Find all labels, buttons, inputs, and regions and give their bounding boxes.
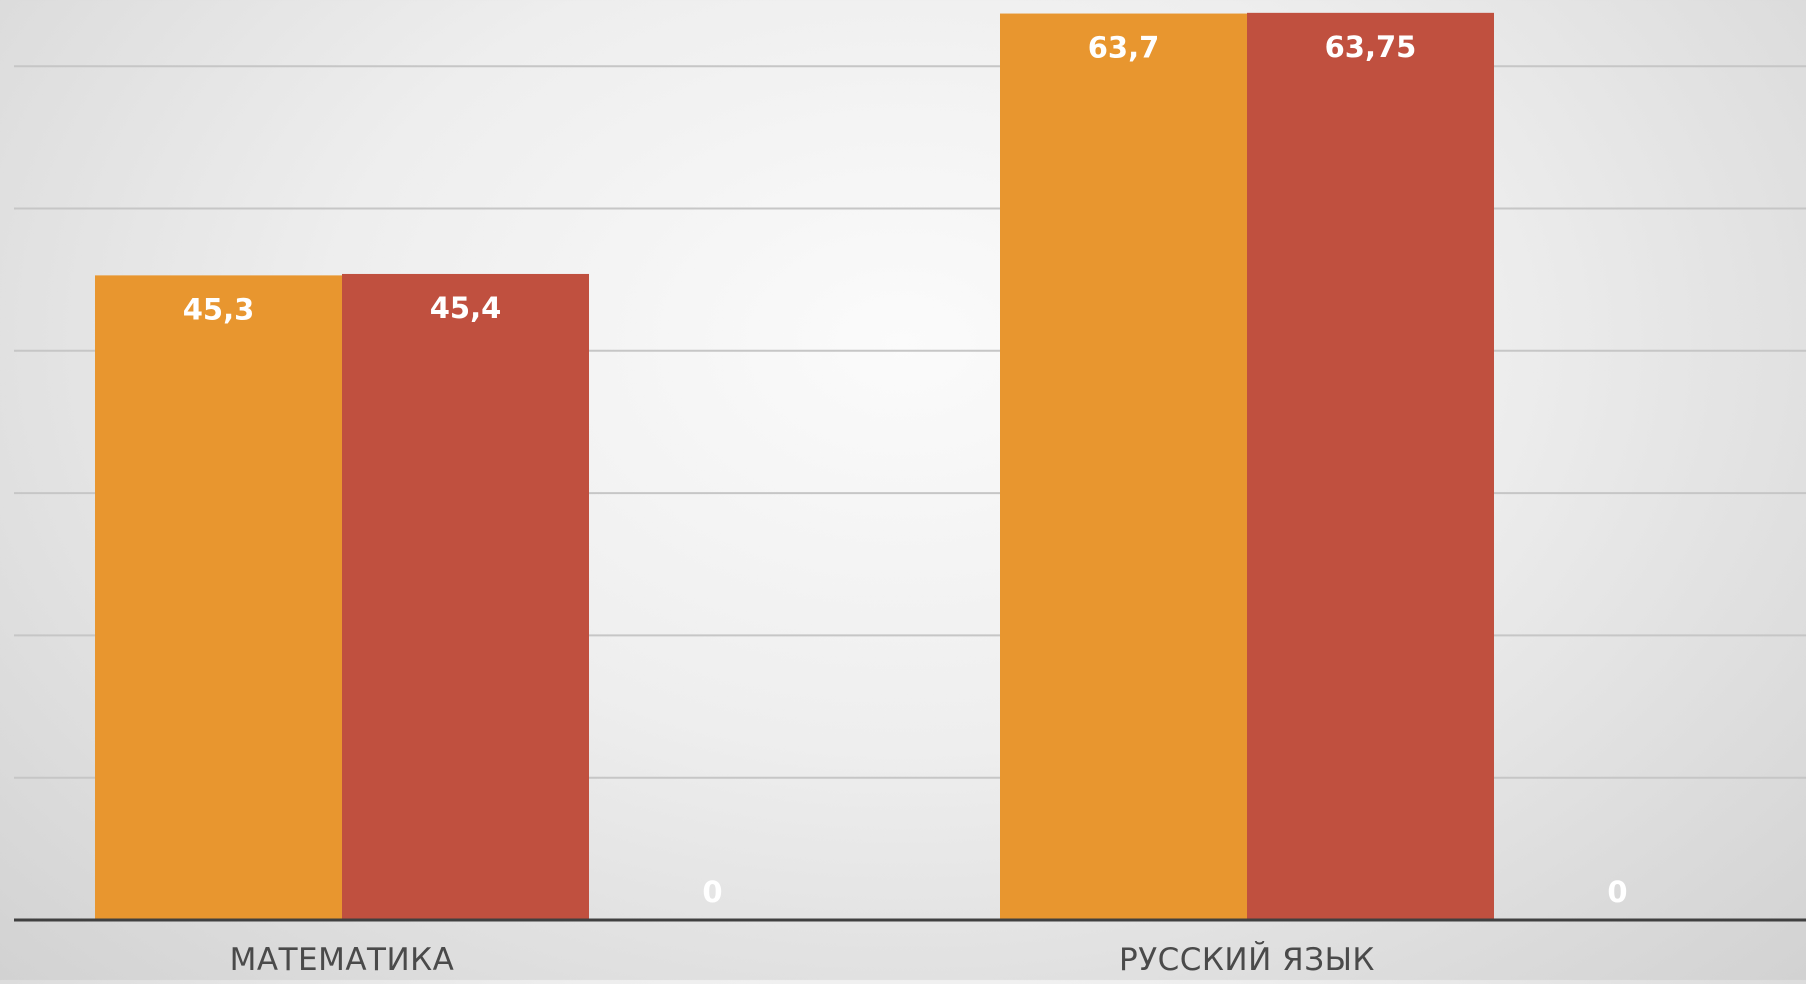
- bar: [1000, 13, 1247, 920]
- data-labels: 45,3 45,4 0 МАТЕМАТИКА 63,7 63,75 0 РУССКИЙ ЯЗЫ…: [183, 30, 1628, 978]
- data-label: 45,3: [183, 292, 255, 326]
- category-label: МАТЕМАТИКА: [230, 942, 455, 978]
- bar: [95, 275, 342, 921]
- bar: [342, 273, 589, 920]
- data-label: 0: [702, 875, 722, 909]
- bar: [1247, 12, 1494, 920]
- data-label: 63,7: [1088, 31, 1160, 65]
- category-label: РУССКИЙ ЯЗЫК: [1119, 942, 1375, 978]
- data-label: 45,4: [430, 291, 502, 325]
- data-label: 63,75: [1325, 30, 1417, 64]
- data-label: 0: [1607, 875, 1627, 909]
- bars: [95, 12, 1494, 921]
